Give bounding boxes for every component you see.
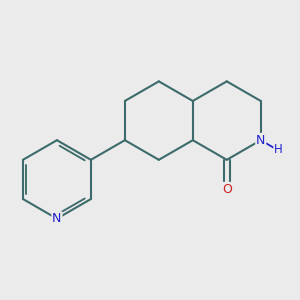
Text: O: O [222,183,232,196]
Text: H: H [274,143,283,156]
Text: N: N [52,212,62,225]
Text: N: N [256,134,266,147]
